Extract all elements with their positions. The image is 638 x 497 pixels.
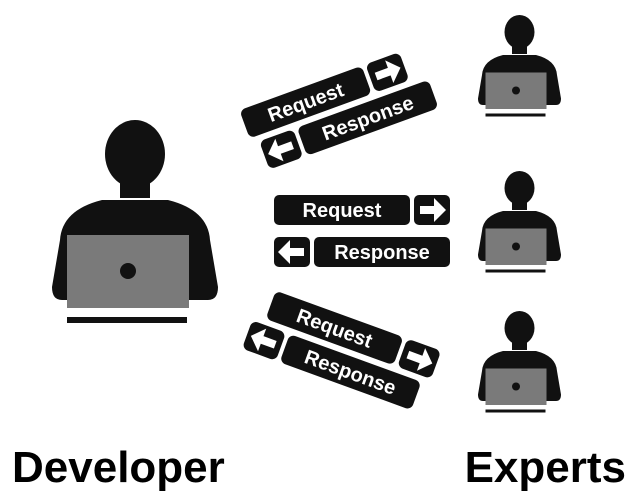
developer-figure xyxy=(52,120,218,323)
expert-figure-bottom xyxy=(478,311,561,413)
response-pill-middle: Response xyxy=(274,237,450,267)
message-pair-top: Request Response xyxy=(241,53,437,168)
expert-figure-top xyxy=(478,15,561,117)
message-pair-bottom: Request Response xyxy=(243,292,440,409)
experts-label: Experts xyxy=(465,443,626,492)
request-pill-middle: Request xyxy=(274,195,450,225)
developer-label: Developer xyxy=(12,443,225,492)
response-label: Response xyxy=(334,242,430,264)
request-label: Request xyxy=(303,200,382,222)
message-pair-middle: Request Response xyxy=(274,195,450,267)
expert-figure-middle xyxy=(478,171,561,273)
